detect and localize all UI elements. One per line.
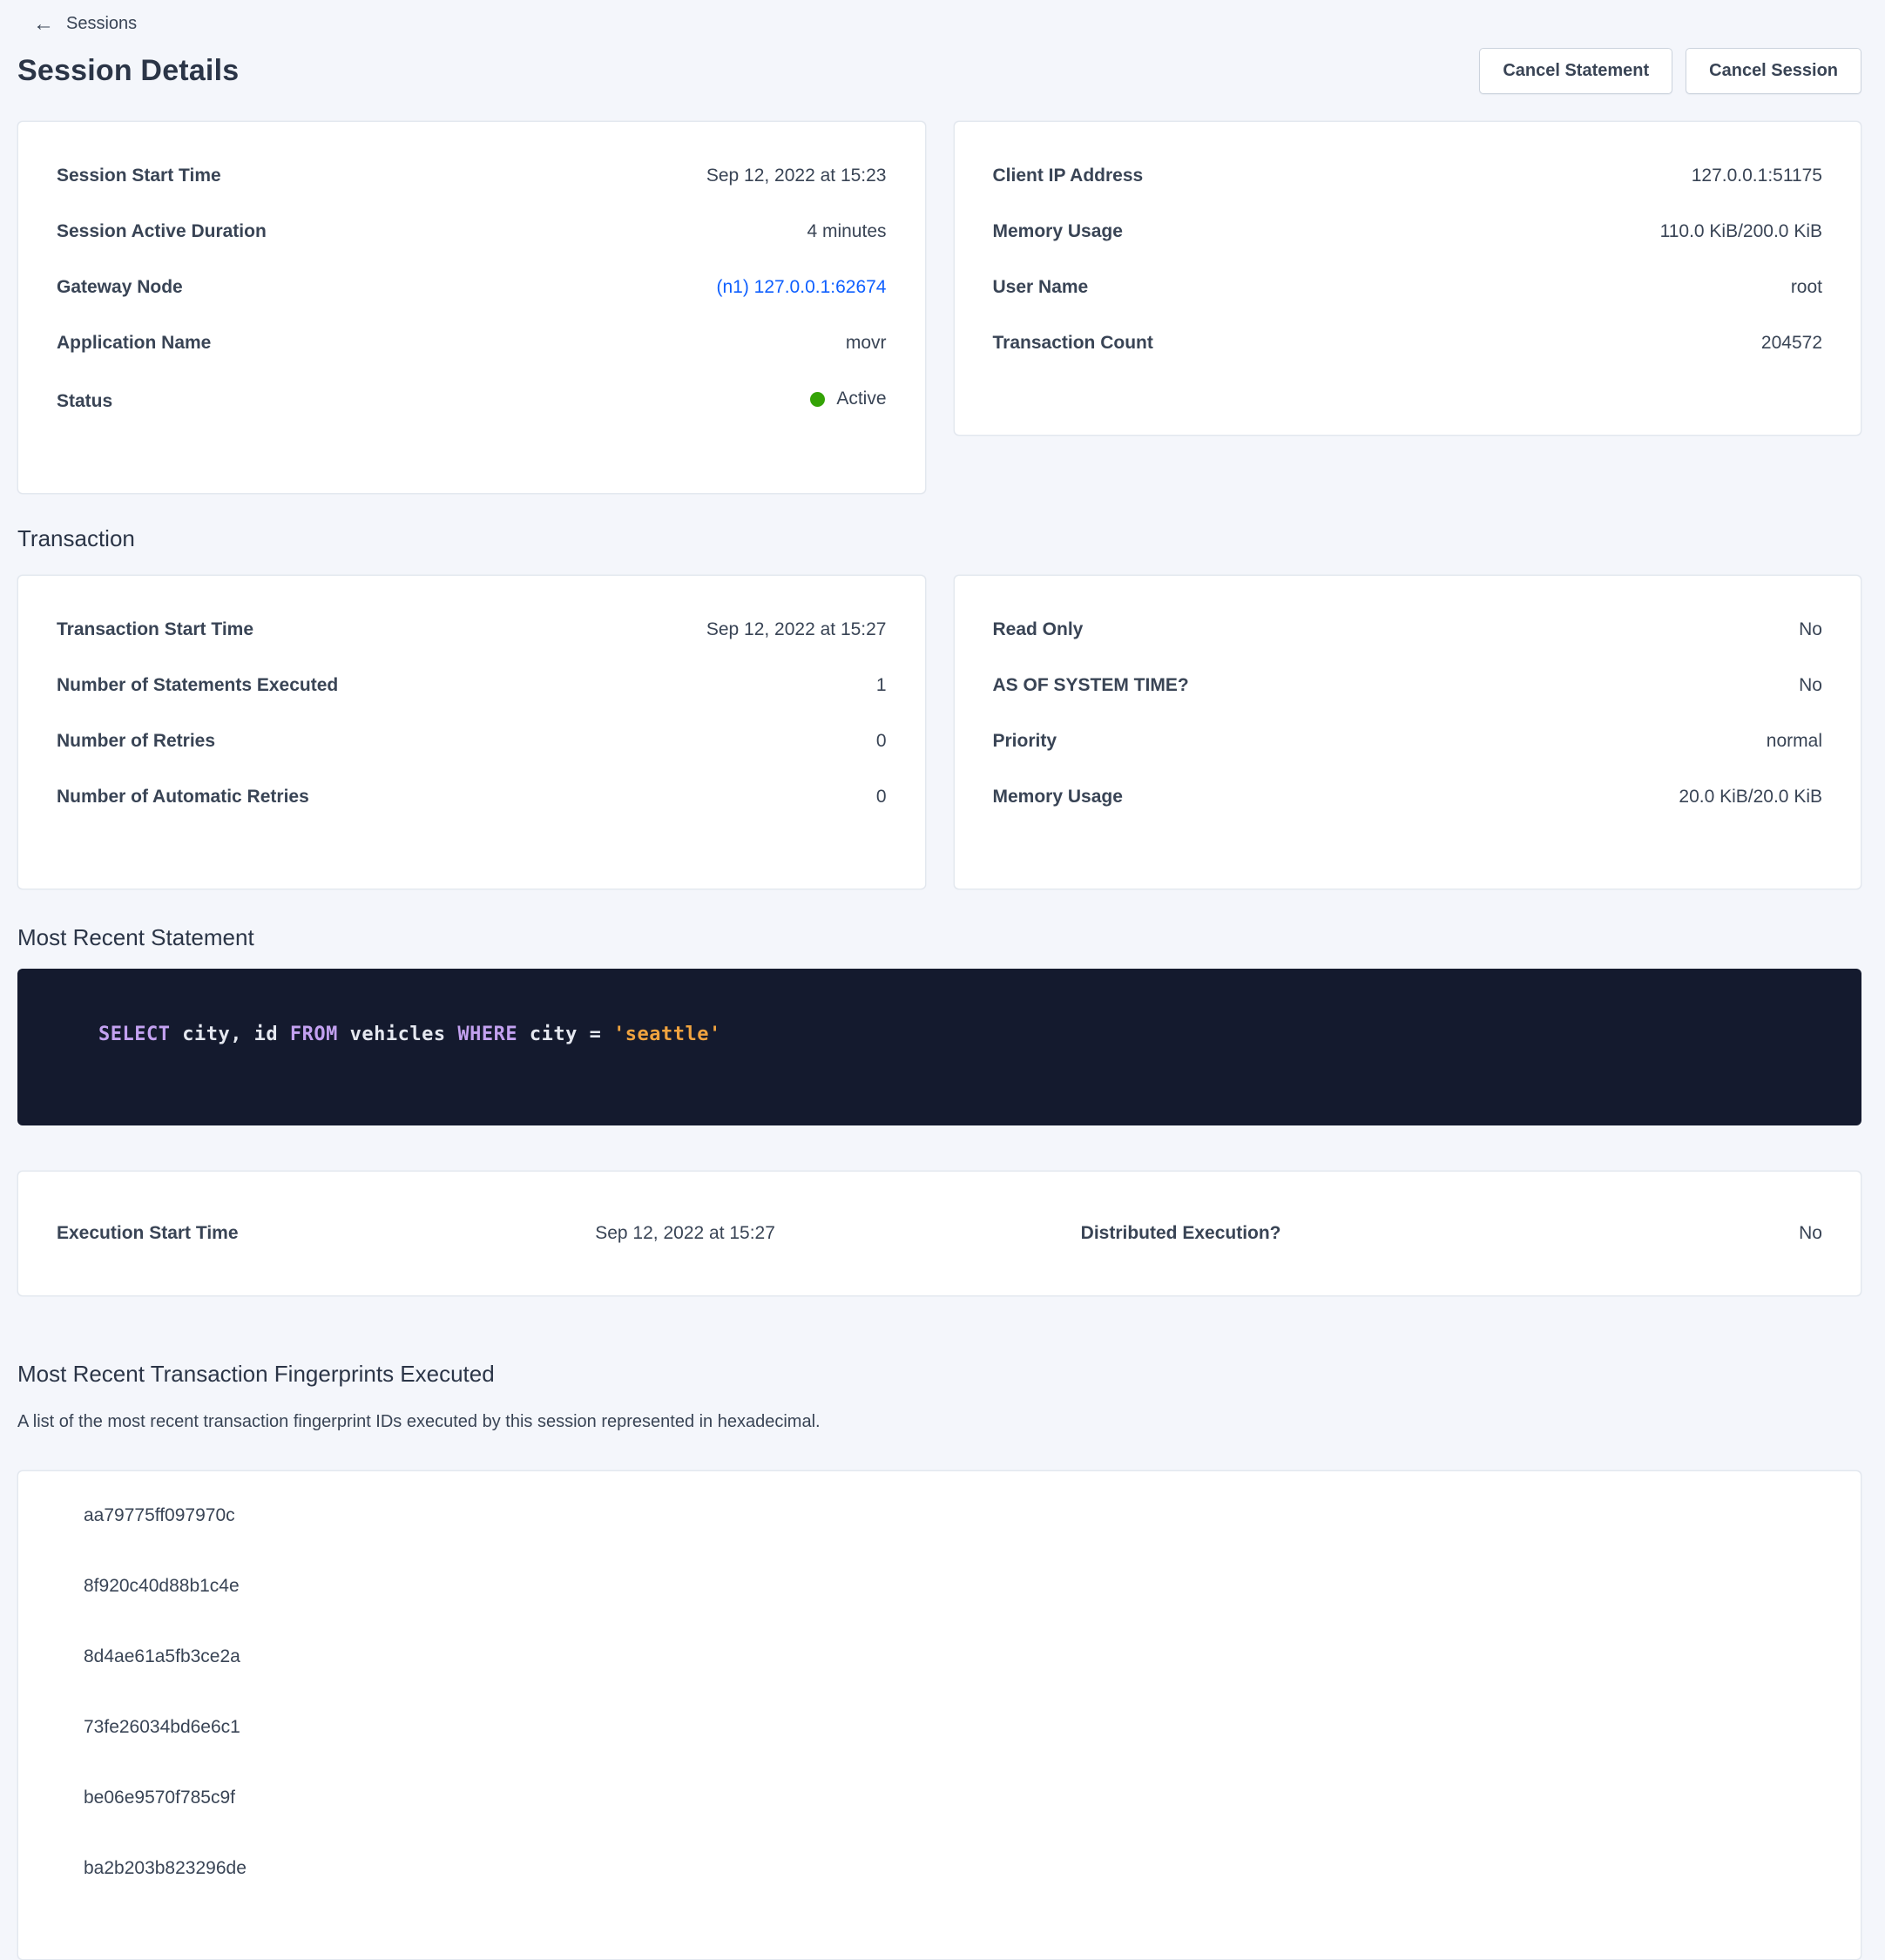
detail-row: Session Start Time Sep 12, 2022 at 15:23 bbox=[57, 164, 887, 188]
detail-label: User Name bbox=[992, 277, 1089, 297]
detail-value: movr bbox=[845, 333, 887, 353]
cancel-session-button[interactable]: Cancel Session bbox=[1686, 48, 1861, 94]
transaction-cards: Transaction Start Time Sep 12, 2022 at 1… bbox=[17, 574, 1861, 889]
detail-value: 204572 bbox=[1760, 333, 1822, 353]
detail-label: Session Active Duration bbox=[57, 221, 267, 241]
detail-value: 1 bbox=[875, 674, 887, 695]
execution-start-label: Execution Start Time bbox=[57, 1222, 239, 1243]
detail-label: Application Name bbox=[57, 333, 212, 353]
detail-label: Session Start Time bbox=[57, 166, 221, 186]
detail-label: Number of Retries bbox=[57, 730, 216, 751]
page-header: Session Details Cancel Statement Cancel … bbox=[17, 48, 1861, 94]
detail-label: Gateway Node bbox=[57, 277, 183, 297]
cancel-statement-button[interactable]: Cancel Statement bbox=[1479, 48, 1673, 94]
detail-value[interactable]: (n1) 127.0.0.1:62674 bbox=[716, 277, 887, 297]
execution-info-card: Execution Start Time Sep 12, 2022 at 15:… bbox=[17, 1170, 1861, 1296]
session-summary-cards: Session Start Time Sep 12, 2022 at 15:23… bbox=[17, 121, 1861, 494]
detail-row: Priority normal bbox=[993, 729, 1823, 754]
detail-value: No bbox=[1799, 674, 1822, 695]
detail-value: 110.0 KiB/200.0 KiB bbox=[1659, 221, 1822, 241]
fingerprints-description: A list of the most recent transaction fi… bbox=[17, 1411, 821, 1431]
detail-value: 0 bbox=[875, 730, 887, 751]
sql-statement-code: SELECT city, id FROM vehicles WHERE city… bbox=[17, 968, 1861, 1125]
detail-label: Status bbox=[57, 390, 113, 411]
fingerprint-id: 8d4ae61a5fb3ce2a bbox=[84, 1646, 240, 1666]
detail-row: Number of Automatic Retries 0 bbox=[57, 785, 887, 809]
fingerprint-id: aa79775ff097970c bbox=[84, 1504, 235, 1525]
detail-label: Priority bbox=[992, 730, 1057, 751]
distributed-execution-label: Distributed Execution? bbox=[1080, 1222, 1281, 1243]
statement-section-title: Most Recent Statement bbox=[17, 923, 254, 950]
detail-row: Session Active Duration 4 minutes bbox=[57, 220, 887, 244]
header-actions: Cancel Statement Cancel Session bbox=[1479, 48, 1861, 94]
session-info-card: Session Start Time Sep 12, 2022 at 15:23… bbox=[17, 121, 926, 494]
detail-value: Sep 12, 2022 at 15:27 bbox=[706, 618, 887, 639]
detail-label: Number of Statements Executed bbox=[57, 674, 339, 695]
sql-token: 'seattle' bbox=[613, 1023, 721, 1045]
detail-value: 0 bbox=[875, 786, 887, 807]
detail-row: AS OF SYSTEM TIME? No bbox=[993, 673, 1823, 698]
sql-token: vehicles bbox=[337, 1023, 458, 1045]
back-arrow-icon: ← bbox=[33, 11, 54, 36]
detail-label: Transaction Count bbox=[992, 333, 1153, 353]
detail-row: Memory Usage 110.0 KiB/200.0 KiB bbox=[993, 220, 1823, 244]
sql-token: city = bbox=[517, 1023, 614, 1045]
client-info-card: Client IP Address 127.0.0.1:51175 Memory… bbox=[953, 121, 1861, 436]
fingerprint-id: 73fe26034bd6e6c1 bbox=[84, 1716, 240, 1737]
detail-label: Number of Automatic Retries bbox=[57, 786, 309, 807]
sql-token: FROM bbox=[289, 1023, 338, 1045]
detail-row: Transaction Start Time Sep 12, 2022 at 1… bbox=[57, 618, 887, 642]
detail-row: Gateway Node (n1) 127.0.0.1:62674 bbox=[57, 275, 887, 300]
detail-value: Active bbox=[810, 387, 886, 411]
detail-value: 20.0 KiB/20.0 KiB bbox=[1679, 786, 1822, 807]
fingerprints-card: aa79775ff097970c 8f920c40d88b1c4e 8d4ae61a… bbox=[17, 1470, 1861, 1960]
detail-label: Read Only bbox=[992, 618, 1084, 639]
detail-row: Transaction Count 204572 bbox=[993, 331, 1823, 355]
detail-label: Transaction Start Time bbox=[57, 618, 254, 639]
detail-row: Number of Retries 0 bbox=[57, 729, 887, 754]
detail-value: 127.0.0.1:51175 bbox=[1691, 166, 1822, 186]
transaction-properties-card: Read Only No AS OF SYSTEM TIME? No Prior… bbox=[953, 574, 1861, 889]
sql-token: city, id bbox=[170, 1023, 290, 1045]
detail-row: User Name root bbox=[993, 275, 1823, 300]
transaction-details-card: Transaction Start Time Sep 12, 2022 at 1… bbox=[17, 574, 926, 889]
execution-start-value: Sep 12, 2022 at 15:27 bbox=[595, 1222, 775, 1243]
detail-label: Client IP Address bbox=[992, 166, 1144, 186]
transaction-section-title: Transaction bbox=[17, 524, 135, 551]
detail-value: Sep 12, 2022 at 15:23 bbox=[706, 166, 887, 186]
detail-row: Client IP Address 127.0.0.1:51175 bbox=[993, 164, 1823, 188]
fingerprints-list: aa79775ff097970c 8f920c40d88b1c4e 8d4ae61a… bbox=[18, 1504, 1861, 1879]
fingerprints-section-title: Most Recent Transaction Fingerprints Exe… bbox=[17, 1360, 495, 1387]
back-link-label: Sessions bbox=[66, 14, 138, 33]
sql-token: WHERE bbox=[457, 1023, 518, 1045]
fingerprint-id: 8f920c40d88b1c4e bbox=[84, 1575, 240, 1596]
fingerprint-id: be06e9570f785c9f bbox=[84, 1787, 235, 1808]
detail-value: 4 minutes bbox=[807, 221, 887, 241]
detail-row: Status Active bbox=[57, 387, 887, 414]
detail-value: root bbox=[1790, 277, 1822, 297]
detail-row: Memory Usage 20.0 KiB/20.0 KiB bbox=[993, 785, 1823, 809]
detail-label: AS OF SYSTEM TIME? bbox=[992, 674, 1189, 695]
detail-row: Number of Statements Executed 1 bbox=[57, 673, 887, 698]
detail-label: Memory Usage bbox=[992, 786, 1123, 807]
detail-value: No bbox=[1799, 618, 1822, 639]
sql-token: SELECT bbox=[98, 1023, 171, 1045]
detail-row: Read Only No bbox=[993, 618, 1823, 642]
fingerprint-id: ba2b203b823296de bbox=[84, 1857, 247, 1878]
distributed-execution-value: No bbox=[1799, 1222, 1822, 1243]
detail-row: Application Name movr bbox=[57, 331, 887, 355]
back-link-sessions[interactable]: ← Sessions bbox=[33, 11, 138, 36]
detail-value: normal bbox=[1766, 730, 1822, 751]
page-title: Session Details bbox=[17, 54, 240, 87]
detail-label: Memory Usage bbox=[992, 221, 1123, 241]
